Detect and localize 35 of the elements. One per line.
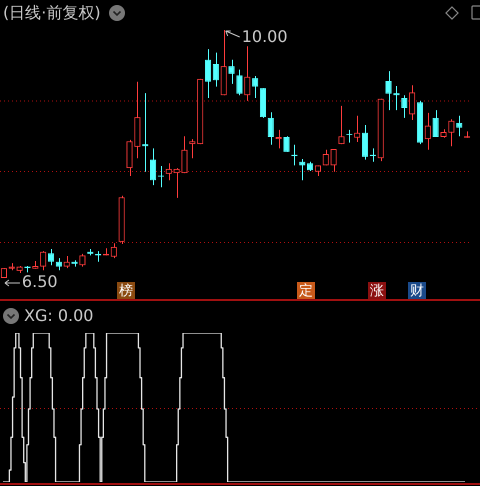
candlestick	[244, 46, 250, 102]
candlestick	[64, 256, 70, 269]
candlestick	[181, 136, 188, 174]
candlestick	[268, 112, 274, 146]
chart-title: (日线·前复权)	[3, 3, 101, 23]
candlestick	[204, 48, 212, 99]
candlestick	[56, 258, 62, 271]
candlestick	[338, 105, 345, 145]
candlestick	[283, 136, 290, 152]
candlestick	[40, 250, 46, 271]
candlestick	[432, 110, 439, 138]
candlestick	[409, 84, 416, 120]
candlestick	[212, 52, 219, 88]
candlestick	[189, 138, 196, 159]
candlestick	[456, 115, 462, 137]
candlestick	[150, 148, 156, 186]
annotation: 6.50	[22, 272, 58, 292]
candlestick	[236, 69, 242, 96]
candlestick	[228, 59, 235, 84]
candlestick	[354, 115, 360, 142]
candlestick	[362, 124, 368, 160]
candlestick	[448, 118, 454, 147]
candlestick	[424, 112, 431, 150]
candlestick	[386, 70, 392, 111]
chart-title: XG: 0.00	[24, 306, 94, 326]
candlestick	[322, 149, 329, 166]
text: 定	[297, 282, 315, 300]
text: 涨	[368, 282, 386, 300]
text: 财	[408, 282, 426, 300]
candlestick	[166, 162, 172, 181]
text: 榜	[117, 282, 135, 300]
candlestick	[299, 158, 306, 181]
annotation: 10.00	[242, 27, 288, 46]
candlestick	[330, 148, 337, 172]
candlestick	[252, 76, 258, 99]
